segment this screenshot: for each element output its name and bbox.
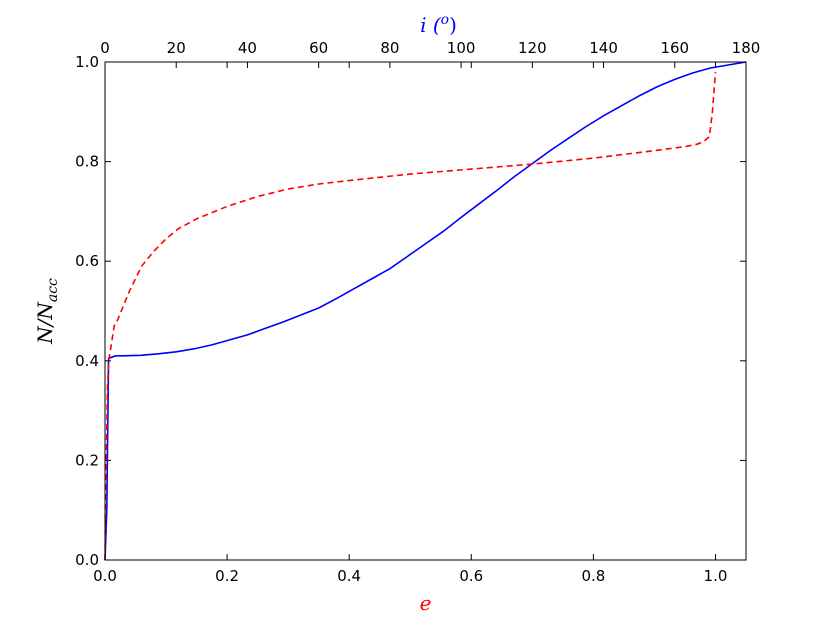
top-x-tick-label: 160 [660,39,689,57]
top-x-tick-label: 20 [167,39,186,57]
x-tick-label: 0.8 [581,567,605,585]
y-tick-label: 0.4 [75,352,99,370]
top-x-tick-label: 180 [732,39,761,57]
y-tick-label: 1.0 [75,53,99,71]
top-x-tick-label: 0 [100,39,110,57]
top-x-tick-label: 100 [447,39,476,57]
y-axis-label-base: N/N [33,301,57,345]
y-tick-label: 0.8 [75,153,99,171]
y-tick-label: 0.2 [75,451,99,469]
x-axis-ticks: 0.0 0.2 0.4 0.6 0.8 1.0 [93,62,727,585]
top-x-axis-label-base: i ( [420,13,442,37]
top-x-tick-label: 80 [380,39,399,57]
top-x-axis-label-close: ) [449,13,457,37]
x-axis-label: e [420,591,432,615]
x-tick-label: 0.6 [459,567,483,585]
x-tick-label: 1.0 [704,567,728,585]
series-layer [104,61,747,561]
top-x-axis-ticks: 0 20 40 60 80 100 120 140 160 180 [100,39,760,68]
top-x-tick-label: 120 [518,39,547,57]
top-x-axis-label: i (o) [420,12,457,37]
series-line-eccentricity [104,71,717,561]
x-tick-label: 0.4 [337,567,361,585]
y-tick-label: 0.6 [75,252,99,270]
y-axis-label-subscript: acc [45,278,61,302]
top-x-tick-label: 40 [238,39,257,57]
series-line-inclination [104,61,747,561]
x-tick-label: 0.2 [215,567,239,585]
x-tick-label: 0.0 [93,567,117,585]
top-x-axis-label-superscript: o [441,12,449,28]
y-axis-label: N/Nacc [33,278,61,345]
top-x-tick-label: 60 [309,39,328,57]
y-tick-label: 0.0 [75,551,99,569]
top-x-tick-label: 140 [589,39,618,57]
plot-frame [104,61,747,561]
y-axis-ticks: 0.0 0.2 0.4 0.6 0.8 1.0 [75,53,746,569]
